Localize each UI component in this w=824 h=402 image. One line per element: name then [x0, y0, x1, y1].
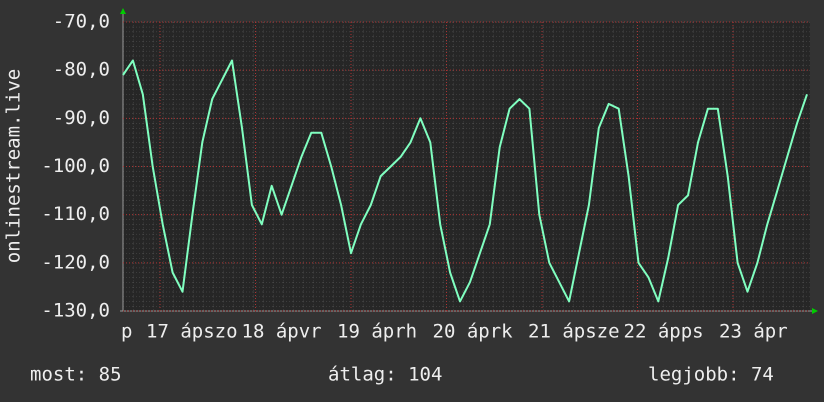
x-tick-label: 19 áprh [337, 321, 417, 343]
y-tick-label: -110,0 [41, 203, 110, 225]
y-tick-label: -90,0 [53, 107, 110, 129]
y-tick-label: -70,0 [53, 11, 110, 33]
footer-now: most: 85 [30, 364, 122, 386]
footer-best: legjobb: 74 [648, 364, 774, 386]
x-tick-label: 18 ápvr [242, 321, 322, 343]
x-tick-label: 23 ápr [719, 321, 788, 343]
line [122, 59, 808, 303]
y-tick-label: -120,0 [41, 251, 110, 273]
arrow [812, 308, 818, 314]
y-tick-label: -130,0 [41, 300, 110, 322]
y-tick-label: -100,0 [41, 155, 110, 177]
y-tick-label: -80,0 [53, 59, 110, 81]
x-tick-label: p [121, 321, 132, 343]
x-tick-label: 22 ápps [624, 321, 704, 343]
footer-avg: átlag: 104 [328, 364, 442, 386]
minor-grid [123, 22, 810, 311]
x-tick-label: 21 ápsze [528, 321, 620, 343]
y-axis-label: onlinestream.live [3, 69, 25, 263]
x-tick-label: 20 áprk [433, 321, 514, 343]
arrow [120, 8, 126, 14]
x-tick-label: 17 ápszo [146, 321, 238, 343]
